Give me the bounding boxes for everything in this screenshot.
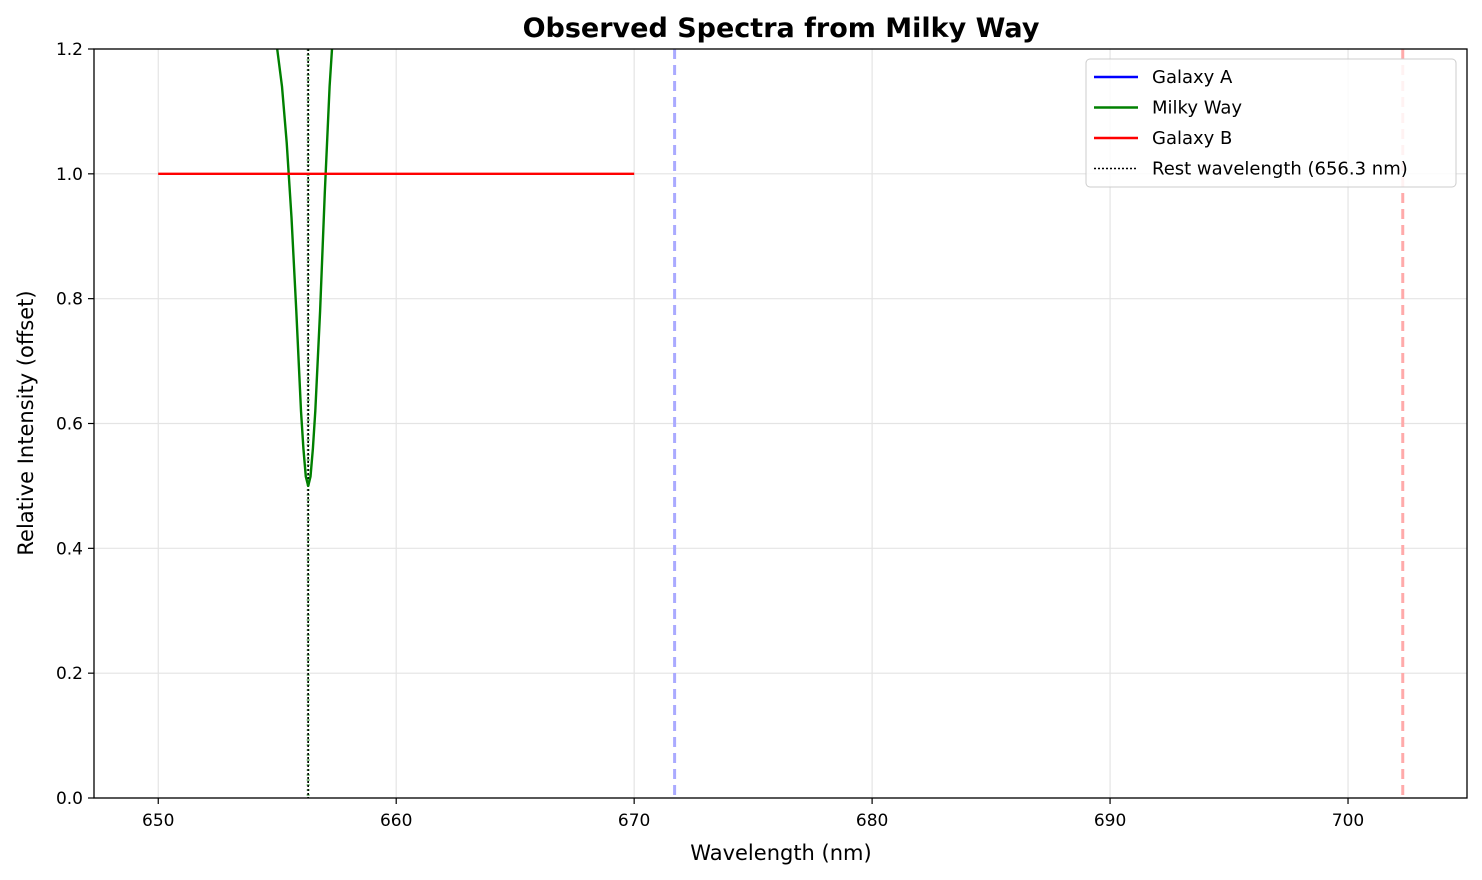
y-tick-label: 0.0 [56,789,83,809]
legend-label: Milky Way [1152,98,1242,119]
legend-box [1085,58,1457,188]
series-line-milky-way [276,49,334,488]
x-tick-label: 680 [856,811,888,831]
y-tick-label: 0.4 [56,539,83,559]
y-tick-label: 1.2 [56,40,83,60]
x-tick-label: 660 [380,811,412,831]
x-tick-label: 700 [1332,811,1364,831]
x-axis-label: Wavelength (nm) [690,841,871,865]
legend-label: Galaxy A [1152,67,1233,88]
x-tick-label: 650 [142,811,174,831]
legend-label: Galaxy B [1152,128,1232,149]
x-tick-label: 690 [1094,811,1126,831]
y-axis-ticks: 0.0 0.2 0.4 0.6 0.8 1.0 1.2 [56,40,94,809]
y-tick-label: 0.2 [56,664,83,684]
y-tick-label: 0.6 [56,415,83,435]
series [158,49,635,488]
x-axis-ticks: 650 660 670 680 690 700 [142,798,1364,831]
legend-label: Rest wavelength (656.3 nm) [1152,159,1408,180]
legend: Galaxy A Milky Way Galaxy B Rest wavelength… [1085,58,1457,188]
y-tick-label: 0.8 [56,290,83,310]
y-tick-label: 1.0 [56,165,83,185]
chart-title: Observed Spectra from Milky Way [523,13,1040,44]
x-tick-label: 670 [618,811,650,831]
y-axis-label: Relative Intensity (offset) [14,290,38,555]
